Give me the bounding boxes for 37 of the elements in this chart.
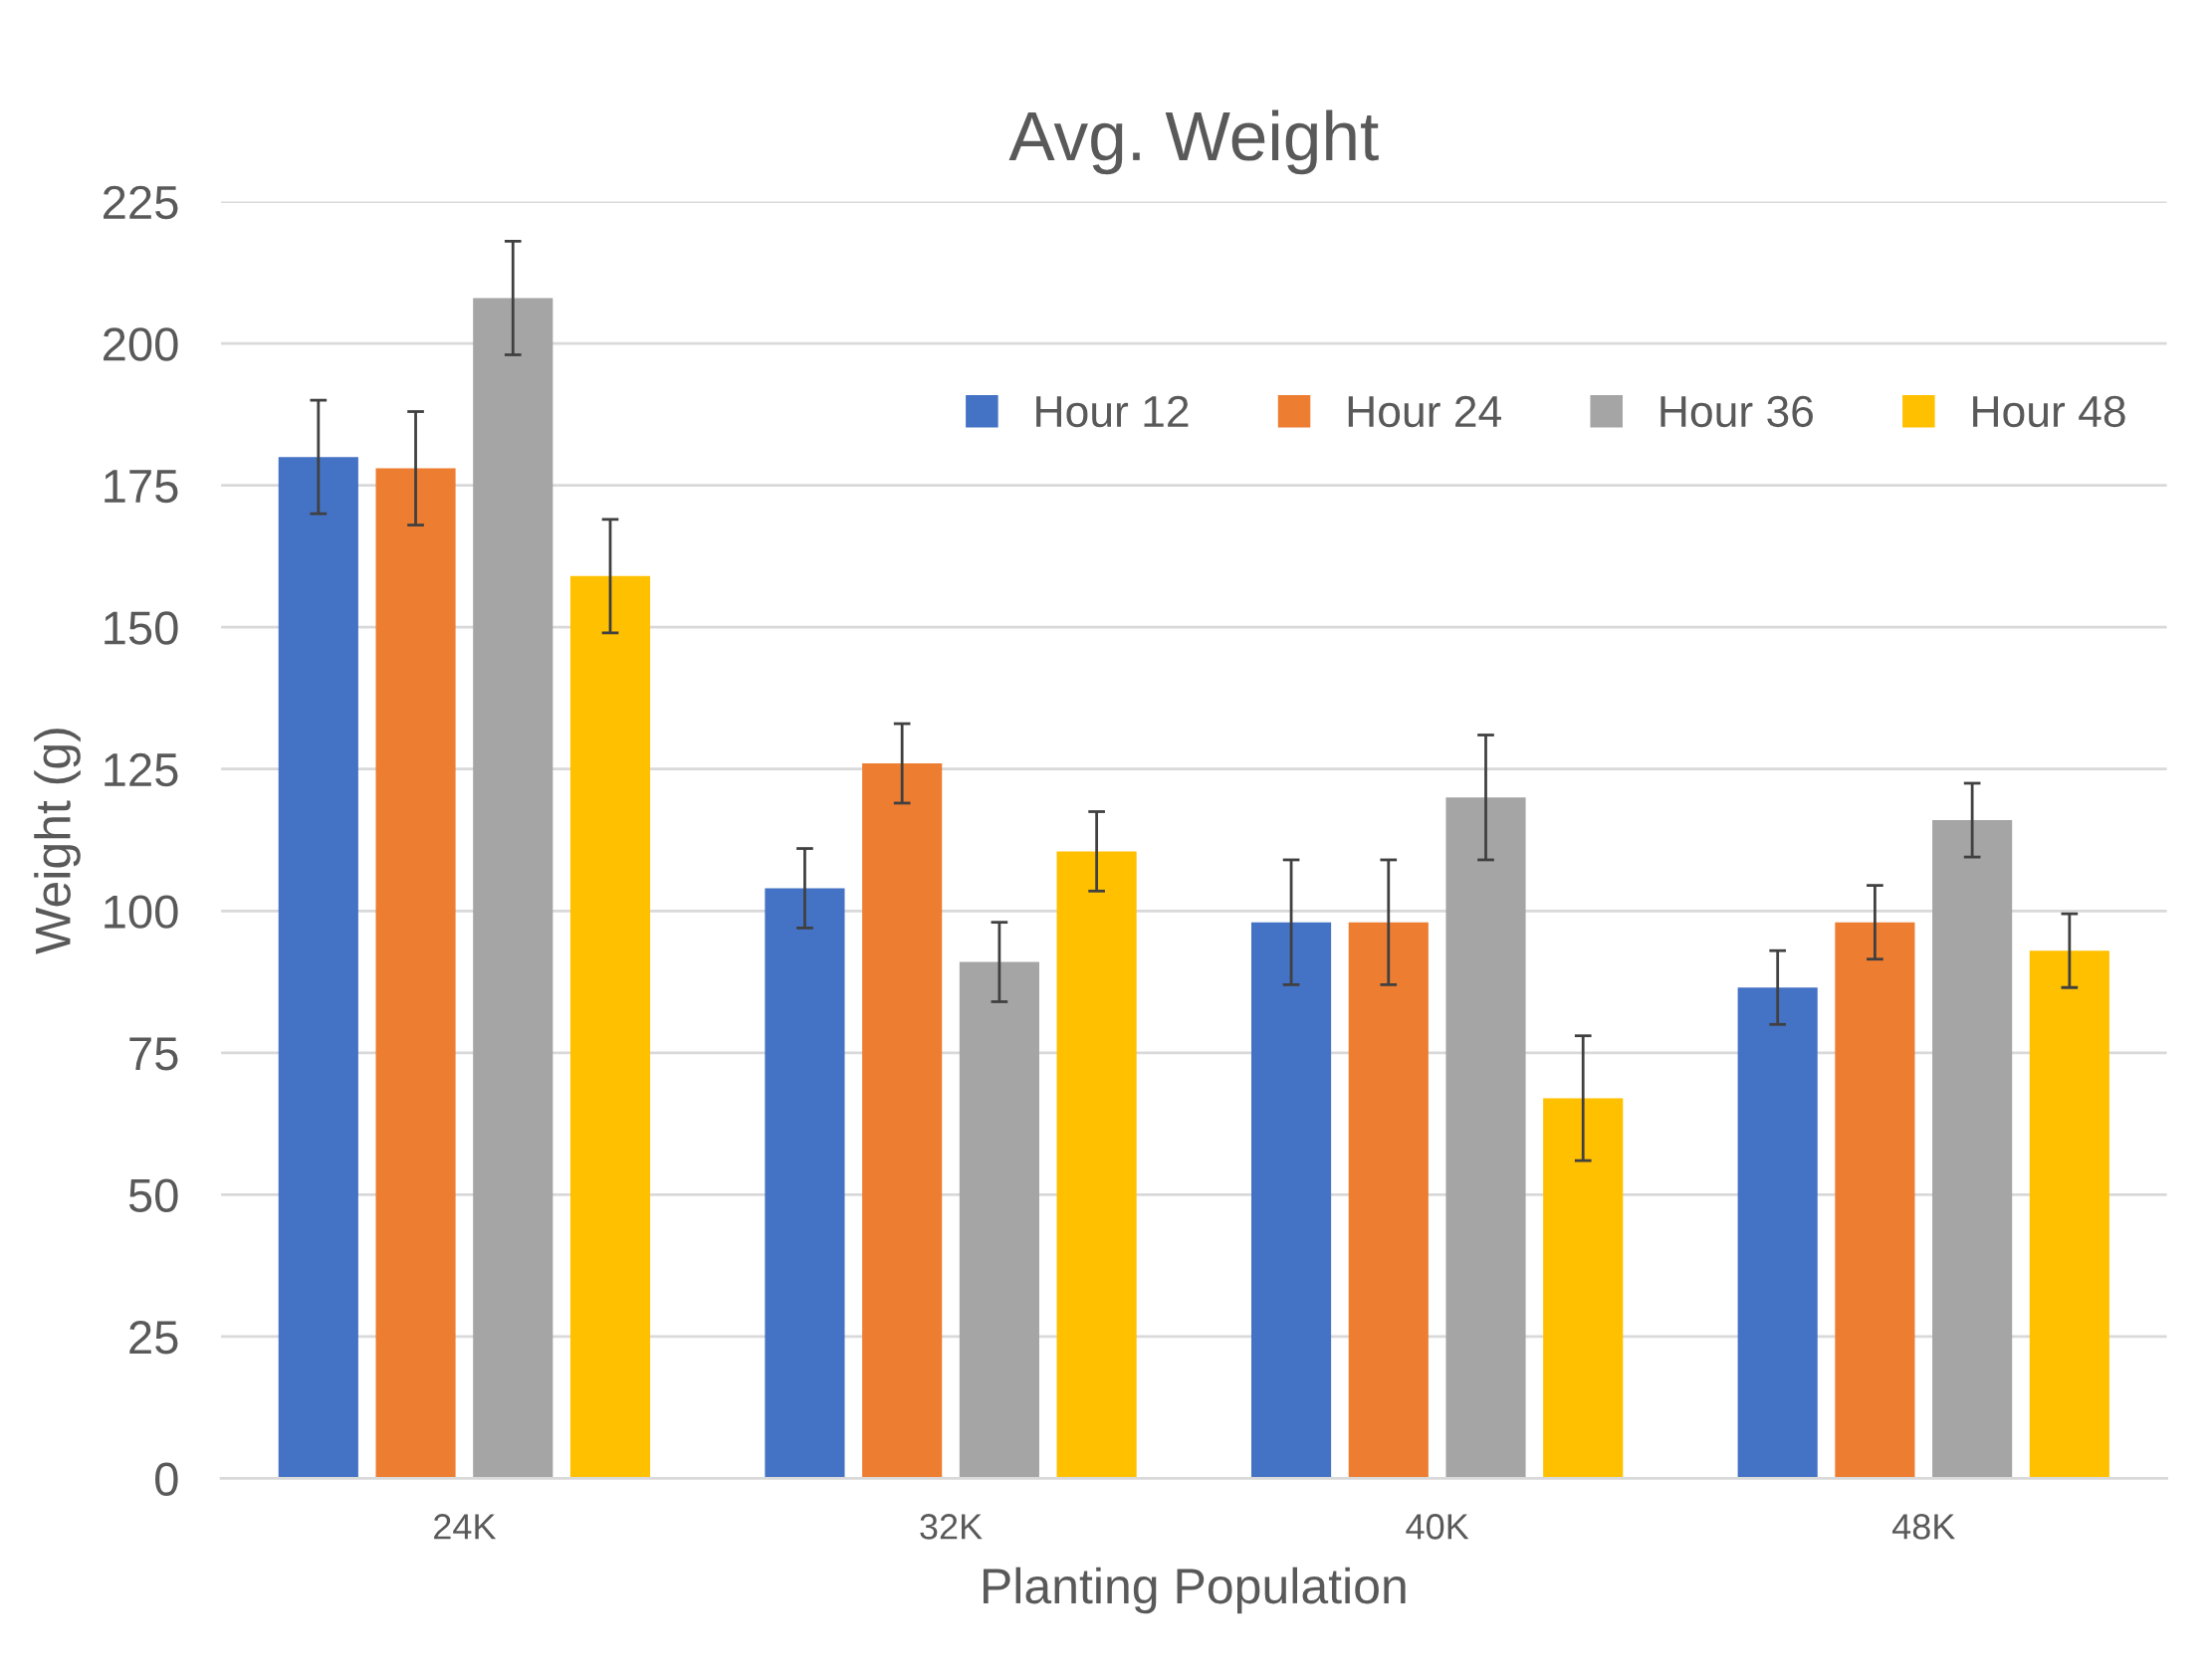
bar: [862, 763, 943, 1479]
y-axis-title: Weight (g): [34, 729, 81, 954]
y-tick-label: 125: [105, 752, 178, 787]
legend-label: Hour 24: [1348, 395, 1501, 428]
y-tick-label: 150: [105, 611, 178, 645]
y-tick-label: 100: [105, 895, 178, 929]
bar: [375, 468, 456, 1479]
y-tick-label: 75: [129, 1037, 178, 1071]
bar: [473, 298, 553, 1479]
y-tick-label: 25: [129, 1321, 178, 1355]
bar: [278, 457, 358, 1479]
bar: [765, 888, 845, 1479]
x-tick-label: 48K: [1891, 1514, 1955, 1540]
legend-label: Hour 48: [1973, 395, 2125, 428]
y-tick-label: 50: [128, 1178, 178, 1212]
bar: [1348, 922, 1429, 1479]
bar: [1445, 797, 1526, 1479]
x-axis-title: Planting Population: [984, 1567, 1406, 1614]
y-tick-label: 200: [104, 327, 178, 361]
bar: [1835, 922, 1915, 1479]
y-tick-label: 225: [104, 185, 178, 220]
x-tick-label: 32K: [920, 1514, 983, 1540]
chart-title: Avg. Weight: [1008, 109, 1379, 175]
bar: [1056, 851, 1137, 1479]
x-tick-label: 40K: [1406, 1514, 1469, 1540]
bar: [1737, 987, 1818, 1479]
bar: [569, 575, 651, 1479]
bar: [1543, 1098, 1624, 1479]
legend-label: Hour 12: [1036, 395, 1189, 428]
legend-label: Hour 36: [1660, 395, 1813, 428]
bar: [2029, 950, 2109, 1479]
y-tick-label: 0: [155, 1462, 178, 1497]
bar: [1932, 820, 2013, 1479]
y-tick-label: 175: [105, 470, 178, 504]
bar: [1251, 922, 1332, 1479]
bar: [959, 961, 1039, 1479]
x-tick-label: 24K: [434, 1514, 497, 1540]
